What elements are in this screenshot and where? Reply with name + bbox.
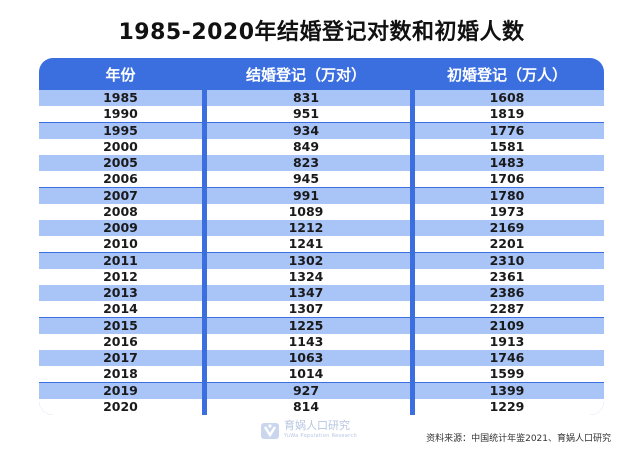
table-row: 2011 1302 2310 — [39, 252, 604, 269]
cell-marriages: 831 — [202, 90, 410, 106]
cell-first-marriages: 1229 — [410, 398, 604, 415]
header-first-marriages: 初婚登记（万人） — [446, 65, 567, 84]
table-row: 2015 1225 2109 — [39, 317, 604, 334]
table-row: 2014 1307 2287 — [39, 301, 604, 318]
cell-first-marriages: 2201 — [410, 236, 604, 253]
table-header: 年份 结婚登记（万对） 初婚登记（万人） — [39, 58, 604, 90]
cell-first-marriages: 1776 — [410, 122, 604, 139]
logo: 育娲人口研究 YuWa Population Research — [260, 420, 357, 442]
logo-name: 育娲人口研究 — [284, 419, 350, 432]
table-row: 1995 934 1776 — [39, 122, 604, 139]
cell-first-marriages: 1399 — [410, 382, 604, 399]
cell-marriages: 1089 — [202, 203, 410, 220]
cell-first-marriages: 2169 — [410, 220, 604, 236]
cell-first-marriages: 1913 — [410, 333, 604, 350]
cell-marriages: 1347 — [202, 285, 410, 301]
cell-marriages: 951 — [202, 106, 410, 123]
cell-marriages: 1014 — [202, 366, 410, 383]
cell-year: 2019 — [39, 382, 202, 399]
cell-year: 2013 — [39, 285, 202, 301]
cell-first-marriages: 1746 — [410, 350, 604, 366]
logo-icon — [261, 423, 279, 439]
cell-year: 2005 — [39, 155, 202, 171]
cell-marriages: 934 — [202, 122, 410, 139]
cell-marriages: 927 — [202, 382, 410, 399]
table-row: 2013 1347 2386 — [39, 285, 604, 301]
cell-marriages: 1225 — [202, 317, 410, 334]
cell-year: 2018 — [39, 366, 202, 383]
cell-first-marriages: 1483 — [410, 155, 604, 171]
table-row: 2012 1324 2361 — [39, 268, 604, 285]
cell-year: 1990 — [39, 106, 202, 123]
table-row: 2010 1241 2201 — [39, 236, 604, 253]
header-marriages: 结婚登记（万对） — [245, 65, 366, 84]
header-year: 年份 — [105, 65, 136, 84]
cell-year: 2000 — [39, 138, 202, 155]
cell-year: 2020 — [39, 398, 202, 415]
cell-first-marriages: 1973 — [410, 203, 604, 220]
table-row: 1985 831 1608 — [39, 90, 604, 106]
cell-first-marriages: 1819 — [410, 106, 604, 123]
logo-subtitle: YuWa Population Research — [284, 433, 357, 439]
table-row: 2009 1212 2169 — [39, 220, 604, 236]
cell-year: 2012 — [39, 268, 202, 285]
cell-year: 2010 — [39, 236, 202, 253]
column-divider — [202, 90, 207, 415]
table-row: 2019 927 1399 — [39, 382, 604, 399]
page-title: 1985-2020年结婚登记对数和初婚人数 — [118, 20, 525, 45]
cell-marriages: 991 — [202, 187, 410, 204]
cell-year: 2016 — [39, 333, 202, 350]
table-row: 2008 1089 1973 — [39, 203, 604, 220]
cell-year: 2009 — [39, 220, 202, 236]
cell-marriages: 1307 — [202, 301, 410, 318]
table-row: 1990 951 1819 — [39, 106, 604, 123]
table-row: 2017 1063 1746 — [39, 350, 604, 366]
cell-first-marriages: 1706 — [410, 171, 604, 188]
cell-first-marriages: 2109 — [410, 317, 604, 334]
cell-first-marriages: 2386 — [410, 285, 604, 301]
table-row: 2005 823 1483 — [39, 155, 604, 171]
cell-first-marriages: 1599 — [410, 366, 604, 383]
column-divider — [410, 90, 415, 415]
table-row: 2000 849 1581 — [39, 138, 604, 155]
table-row: 2016 1143 1913 — [39, 333, 604, 350]
cell-marriages: 814 — [202, 398, 410, 415]
cell-first-marriages: 1780 — [410, 187, 604, 204]
table-row: 2020 814 1229 — [39, 398, 604, 415]
cell-marriages: 1302 — [202, 252, 410, 269]
cell-first-marriages: 1608 — [410, 90, 604, 106]
cell-year: 2015 — [39, 317, 202, 334]
cell-year: 2011 — [39, 252, 202, 269]
cell-year: 2006 — [39, 171, 202, 188]
cell-marriages: 1241 — [202, 236, 410, 253]
data-table: 年份 结婚登记（万对） 初婚登记（万人） 1985 831 1608 1990 951 1… — [39, 58, 604, 415]
cell-year: 2008 — [39, 203, 202, 220]
cell-year: 2017 — [39, 350, 202, 366]
cell-marriages: 1063 — [202, 350, 410, 366]
cell-marriages: 1143 — [202, 333, 410, 350]
source-note: 资料来源：中国统计年鉴2021、育娲人口研究 — [426, 434, 611, 444]
cell-year: 2014 — [39, 301, 202, 318]
cell-marriages: 945 — [202, 171, 410, 188]
cell-marriages: 1324 — [202, 268, 410, 285]
cell-first-marriages: 1581 — [410, 138, 604, 155]
table-body: 1985 831 1608 1990 951 1819 1995 934 1776 2000 849… — [39, 90, 604, 415]
cell-marriages: 823 — [202, 155, 410, 171]
cell-marriages: 1212 — [202, 220, 410, 236]
cell-year: 1985 — [39, 90, 202, 106]
cell-first-marriages: 2287 — [410, 301, 604, 318]
cell-year: 1995 — [39, 122, 202, 139]
cell-first-marriages: 2361 — [410, 268, 604, 285]
cell-marriages: 849 — [202, 138, 410, 155]
table-row: 2007 991 1780 — [39, 187, 604, 204]
cell-first-marriages: 2310 — [410, 252, 604, 269]
table-row: 2006 945 1706 — [39, 171, 604, 188]
table-row: 2018 1014 1599 — [39, 366, 604, 383]
cell-year: 2007 — [39, 187, 202, 204]
